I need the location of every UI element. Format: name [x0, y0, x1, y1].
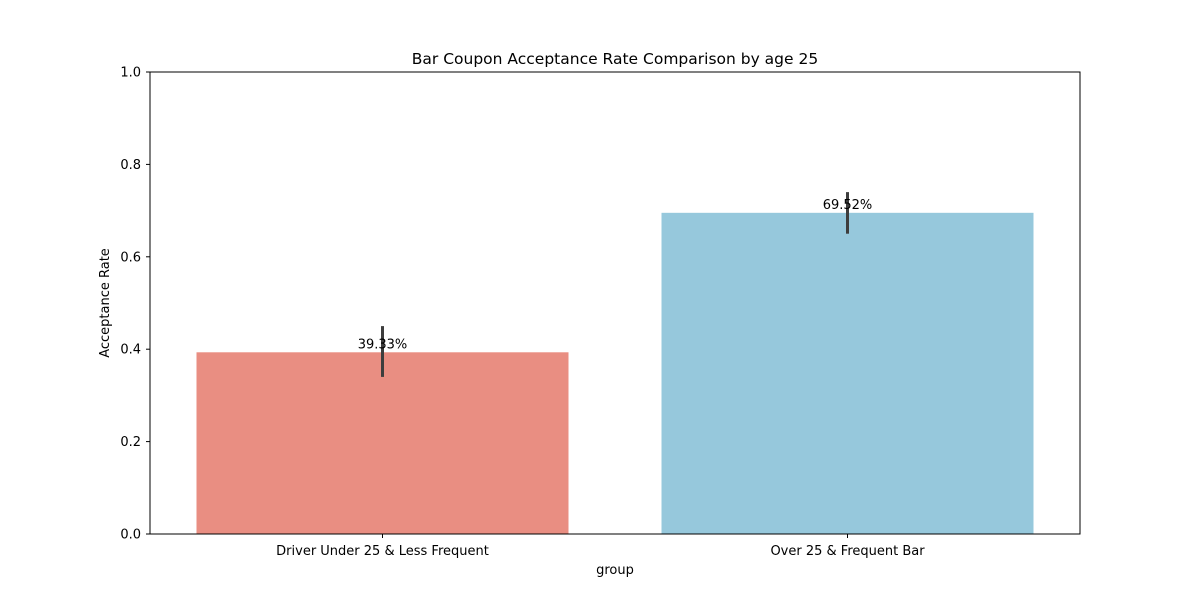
data-label-2: 69.52% [823, 198, 873, 213]
y-axis-label: Acceptance Rate [98, 248, 113, 358]
y-tick-label-5: 0.8 [120, 158, 141, 173]
x-tick-label-1: Driver Under 25 & Less Frequent [276, 544, 489, 559]
chart-title: Bar Coupon Acceptance Rate Comparison by… [412, 50, 818, 68]
y-tick-label-6: 1.0 [120, 66, 141, 81]
y-tick-label-4: 0.6 [120, 250, 141, 265]
y-tick-label-3: 0.4 [120, 343, 141, 358]
data-label-1: 39.33% [358, 337, 408, 352]
y-tick-label-2: 0.2 [120, 435, 141, 450]
plot-frame [149, 71, 1081, 535]
y-tick-label-1: 0.0 [120, 528, 141, 543]
x-axis-label: group [596, 563, 634, 578]
x-tick-label-2: Over 25 & Frequent Bar [770, 544, 925, 559]
bar-2 [661, 212, 1034, 534]
bar-1 [196, 352, 569, 534]
